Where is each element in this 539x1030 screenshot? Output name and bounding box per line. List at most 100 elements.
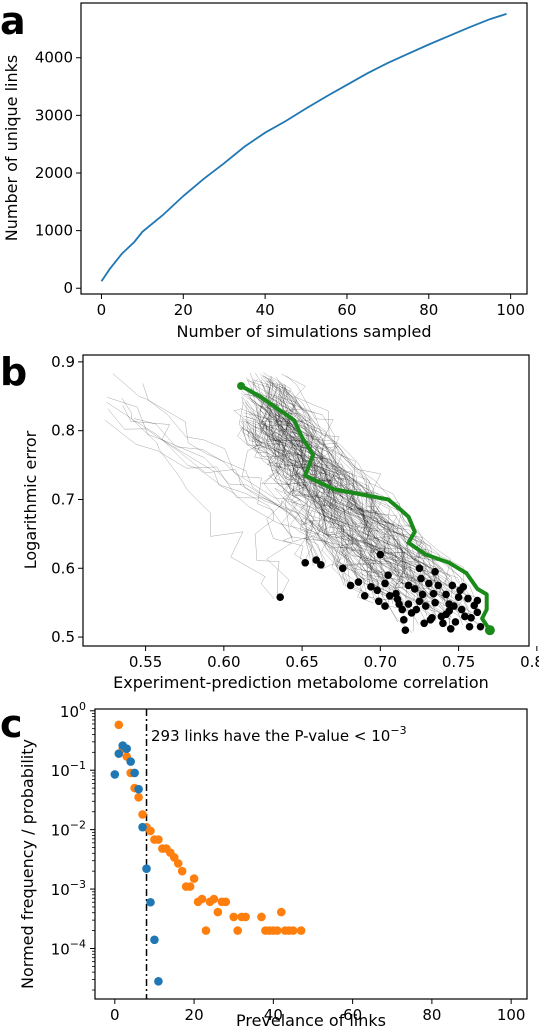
trajectory-line: [242, 417, 448, 586]
frequency-dot: [273, 926, 282, 935]
endpoint-dot: [442, 610, 450, 619]
trajectory-line: [254, 427, 401, 602]
endpoint-dot: [400, 616, 408, 624]
trajectory-line: [247, 380, 399, 623]
panel-b-x-ticks: 0.55 0.60 0.65 0.70 0.75 0.80: [129, 646, 539, 671]
trajectory-line: [258, 384, 395, 600]
trajectory-line: [274, 396, 469, 609]
trajectory-line: [262, 374, 473, 603]
frequency-dot: [241, 912, 250, 922]
endpoint-dot: [434, 581, 443, 590]
x-tick-label: 100: [496, 301, 525, 319]
endpoint-dot: [457, 605, 466, 614]
panel-a-y-label: Number of unique links: [2, 55, 21, 241]
trajectory-line: [241, 401, 436, 619]
endpoint-dot: [393, 595, 402, 604]
trajectory-line: [244, 429, 451, 621]
trajectory-line: [262, 383, 460, 591]
trajectory-line: [280, 386, 419, 625]
trajectory-line: [255, 407, 432, 581]
endpoint-dot: [446, 625, 455, 633]
trajectory-line: [259, 373, 324, 564]
trajectory-line: [245, 418, 420, 579]
endpoint-dot: [354, 578, 363, 586]
highlight-trajectory: [240, 384, 492, 632]
y-tick-label: 10−4: [51, 937, 86, 958]
panel-c-points: [110, 720, 306, 986]
endpoint-dot: [429, 589, 438, 598]
probability-dot: [146, 897, 155, 907]
trajectory-line: [269, 377, 450, 626]
x-tick-label: 60: [337, 301, 356, 319]
endpoint-dot: [464, 594, 472, 603]
frequency-dot: [173, 859, 183, 868]
trajectory-line: [250, 400, 416, 584]
endpoint-dot: [367, 583, 375, 591]
y-tick-label: 0.9: [51, 353, 75, 371]
frequency-dot: [146, 826, 155, 836]
trajectory-line: [258, 399, 406, 607]
probability-dot: [134, 784, 143, 794]
trajectory-line: [245, 405, 324, 562]
trajectory-line: [238, 397, 280, 599]
frequency-dot: [197, 894, 207, 904]
endpoint-dot: [374, 597, 383, 606]
threshold-annotation-text: 293 links have the P-value < 10: [151, 727, 390, 745]
panel-a-frame: [80, 2, 528, 295]
probability-dot: [154, 977, 163, 986]
trajectory-line: [248, 392, 474, 616]
endpoint-dot: [346, 581, 355, 590]
trajectory-line: [242, 415, 397, 594]
panel-b-y-label: Logarithmic error: [21, 430, 40, 569]
trajectory-line: [252, 379, 450, 607]
endpoint-dot: [373, 586, 382, 595]
trajectory-line: [286, 417, 384, 607]
panel-b-endpoints: [276, 550, 485, 634]
trajectory-line: [246, 421, 428, 587]
trajectory-line: [249, 397, 409, 610]
y-tick-label: 0: [63, 279, 73, 297]
trajectory-line: [266, 382, 471, 625]
trajectory-line: [252, 380, 371, 595]
endpoint-dot: [467, 613, 475, 622]
trajectory-line: [255, 427, 340, 569]
endpoint-dot: [338, 564, 347, 573]
frequency-dot: [185, 882, 195, 891]
trajectory-line: [273, 389, 376, 601]
x-tick-label: 40: [264, 1006, 283, 1024]
endpoint-dot: [404, 600, 413, 608]
endpoint-dot: [412, 605, 421, 614]
trajectory-line: [277, 410, 380, 605]
x-tick-label: 60: [343, 1006, 362, 1024]
trajectory-line: [134, 418, 413, 588]
highlight-end-point: [484, 625, 495, 636]
endpoint-dot: [425, 579, 433, 588]
panel-c-y-ticks: 100 10−1 10−2 10−3 10−4: [51, 700, 95, 991]
trajectory-line: [245, 387, 380, 591]
x-tick-label: 0: [110, 1006, 120, 1024]
trajectory-line: [107, 408, 439, 603]
trajectory-line: [241, 419, 460, 610]
endpoint-dot: [360, 591, 369, 600]
panel-letter-b: b: [0, 350, 27, 394]
x-tick-label: 0.75: [442, 653, 475, 671]
trajectory-line: [274, 414, 460, 583]
x-tick-label: 80: [419, 301, 438, 319]
x-tick-label: 40: [256, 301, 275, 319]
trajectory-line: [276, 393, 414, 602]
y-tick-label: 0.8: [51, 422, 75, 440]
frequency-dot: [154, 835, 163, 844]
endpoint-dot: [418, 590, 427, 599]
trajectory-line: [274, 418, 386, 586]
trajectory-line: [242, 426, 479, 625]
trajectory-line: [248, 414, 401, 606]
frequency-dot: [213, 907, 223, 917]
endpoint-dot: [420, 619, 428, 628]
x-tick-label: 80: [422, 1006, 441, 1024]
frequency-dot: [114, 720, 124, 730]
panel-b-frame: [82, 354, 530, 647]
endpoint-dot: [459, 583, 468, 591]
trajectory-line: [271, 381, 313, 561]
frequency-dot: [177, 866, 187, 876]
x-tick-label: 0.55: [129, 653, 162, 671]
